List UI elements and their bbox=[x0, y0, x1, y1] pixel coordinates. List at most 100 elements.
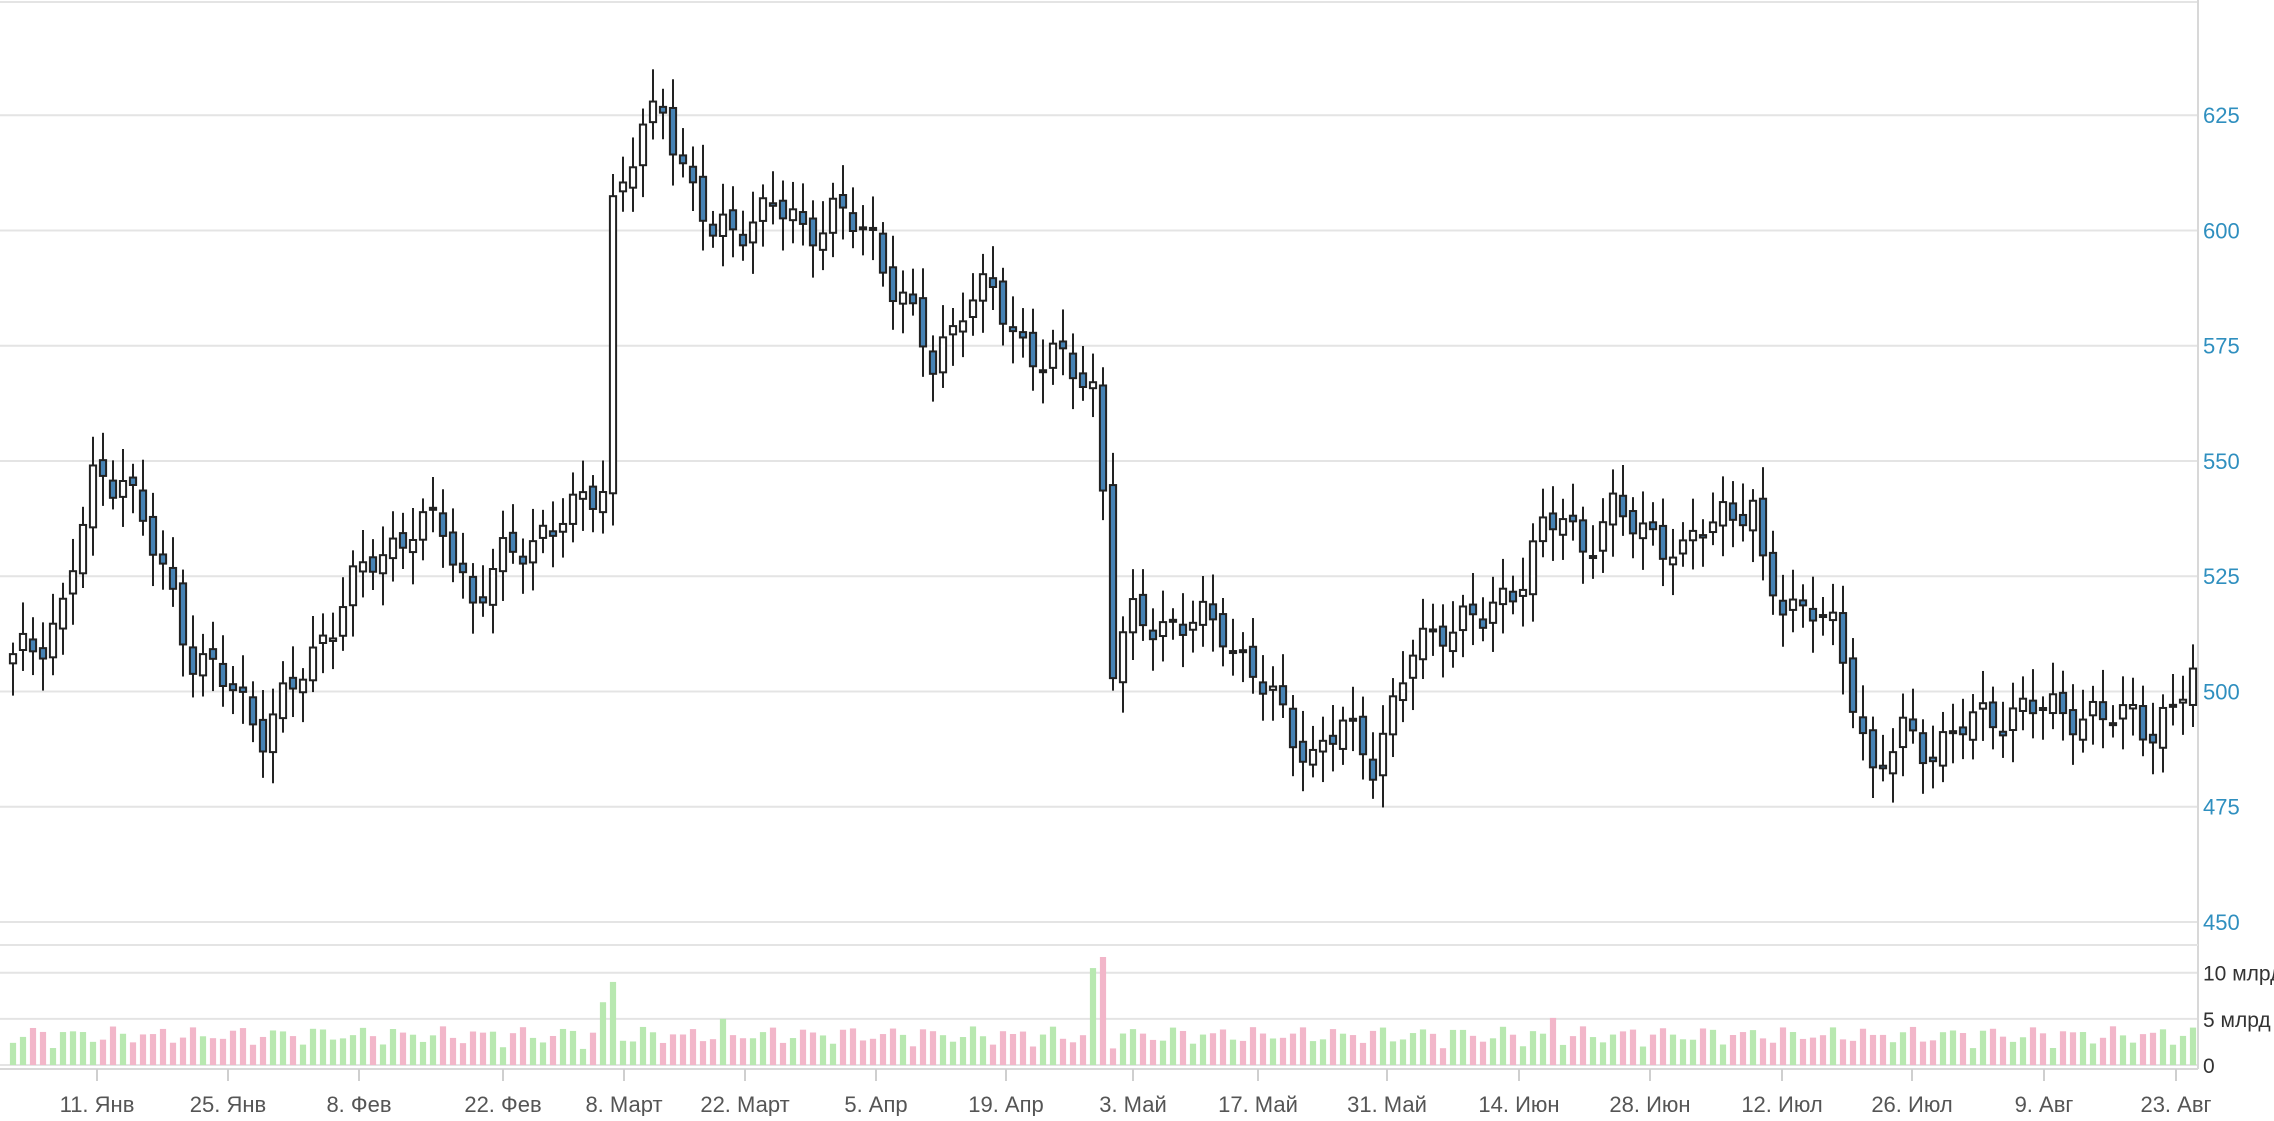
volume-bar bbox=[409, 1034, 417, 1065]
candle bbox=[1048, 329, 1058, 385]
candle bbox=[1298, 710, 1308, 792]
volume-bar bbox=[569, 1030, 577, 1065]
volume-bar bbox=[749, 1038, 757, 1065]
candle bbox=[798, 183, 808, 246]
volume-bar bbox=[199, 1036, 207, 1065]
candle-body bbox=[2188, 667, 2198, 706]
volume-bar bbox=[1539, 1033, 1547, 1065]
candle bbox=[228, 666, 238, 715]
candle-body bbox=[1048, 342, 1058, 369]
candle bbox=[1908, 688, 1918, 744]
candle-body bbox=[1928, 756, 1938, 763]
candle bbox=[1888, 728, 1898, 803]
candle bbox=[158, 530, 168, 590]
candle-body bbox=[1528, 540, 1538, 596]
candle-body bbox=[1818, 614, 1828, 619]
date-tick-label: 17. Май bbox=[1218, 1092, 1298, 1116]
candle bbox=[1748, 489, 1758, 563]
volume-bar bbox=[1359, 1042, 1367, 1065]
price-tick-label: 550 bbox=[2203, 449, 2240, 474]
candle-body bbox=[1058, 340, 1068, 350]
candle bbox=[1898, 693, 1908, 777]
candle bbox=[608, 173, 618, 526]
volume-bar bbox=[29, 1027, 37, 1065]
candle-body bbox=[1968, 711, 1978, 741]
candle-body bbox=[1908, 718, 1918, 732]
volume-bar bbox=[179, 1037, 187, 1065]
candle-body bbox=[308, 646, 318, 682]
candle bbox=[78, 506, 88, 588]
volume-bar bbox=[1069, 1042, 1077, 1065]
volume-bar bbox=[69, 1031, 77, 1065]
candle bbox=[788, 181, 798, 244]
candle bbox=[818, 201, 828, 271]
candle bbox=[378, 526, 388, 606]
candle bbox=[1488, 576, 1498, 652]
volume-bar bbox=[1929, 1040, 1937, 1065]
candle bbox=[618, 156, 628, 212]
candle-body bbox=[448, 531, 458, 566]
volume-bar bbox=[599, 1002, 607, 1065]
candle bbox=[1608, 469, 1618, 557]
volume-bar bbox=[1979, 1030, 1987, 1065]
candle bbox=[868, 196, 878, 261]
candle bbox=[1518, 557, 1528, 627]
candle bbox=[18, 602, 28, 671]
candle-body bbox=[1678, 539, 1688, 555]
volume-bar bbox=[1019, 1031, 1027, 1065]
candle bbox=[1238, 632, 1248, 683]
date-tick-label: 5. Апр bbox=[844, 1092, 907, 1116]
candle-body bbox=[858, 226, 868, 231]
volume-bar bbox=[2019, 1037, 2027, 1065]
volume-bar bbox=[19, 1036, 27, 1065]
volume-bar bbox=[1239, 1040, 1247, 1065]
volume-bar bbox=[509, 1033, 517, 1065]
candle bbox=[338, 577, 348, 651]
volume-bar bbox=[119, 1033, 127, 1065]
candle-body bbox=[1748, 499, 1758, 532]
candle bbox=[1268, 666, 1278, 721]
price-tick-label: 625 bbox=[2203, 103, 2240, 128]
volume-bar bbox=[269, 1030, 277, 1065]
candle-body bbox=[658, 105, 668, 114]
volume-bar bbox=[9, 1042, 17, 1065]
volume-bar bbox=[1309, 1041, 1317, 1065]
candle-body bbox=[1728, 502, 1738, 521]
candle bbox=[998, 267, 1008, 346]
candle-body bbox=[358, 561, 368, 573]
candle bbox=[1928, 725, 1938, 789]
candle-body bbox=[188, 646, 198, 675]
candle-body bbox=[808, 217, 818, 247]
volume-bar bbox=[969, 1026, 977, 1065]
volume-tick-label: 10 млрд bbox=[2203, 963, 2274, 986]
candle bbox=[168, 537, 178, 607]
candle bbox=[288, 646, 298, 718]
volume-bar bbox=[1669, 1034, 1677, 1065]
volume-bar bbox=[1469, 1035, 1477, 1065]
candle bbox=[2048, 662, 2058, 730]
volume-bar bbox=[1729, 1035, 1737, 1065]
candle-body bbox=[878, 232, 888, 274]
candle bbox=[1078, 345, 1088, 401]
candle-body bbox=[618, 181, 628, 193]
candle-body bbox=[48, 622, 58, 659]
candle-body bbox=[328, 637, 338, 642]
volume-bar bbox=[1869, 1034, 1877, 1065]
candle-body bbox=[998, 280, 1008, 325]
candle-body bbox=[1488, 601, 1498, 624]
candle-body bbox=[1278, 685, 1288, 706]
candle-body bbox=[1468, 603, 1478, 616]
volume-bar bbox=[1829, 1027, 1837, 1065]
candle bbox=[988, 246, 998, 310]
volume-bar bbox=[1259, 1033, 1267, 1065]
candle bbox=[478, 565, 488, 617]
candle-body bbox=[2108, 722, 2118, 727]
volume-bar bbox=[459, 1043, 467, 1065]
candle-body bbox=[1428, 628, 1438, 633]
candle bbox=[1838, 585, 1848, 695]
candle bbox=[1318, 716, 1328, 783]
candle-body bbox=[1638, 522, 1648, 540]
candle bbox=[888, 235, 898, 330]
candle bbox=[268, 688, 278, 784]
